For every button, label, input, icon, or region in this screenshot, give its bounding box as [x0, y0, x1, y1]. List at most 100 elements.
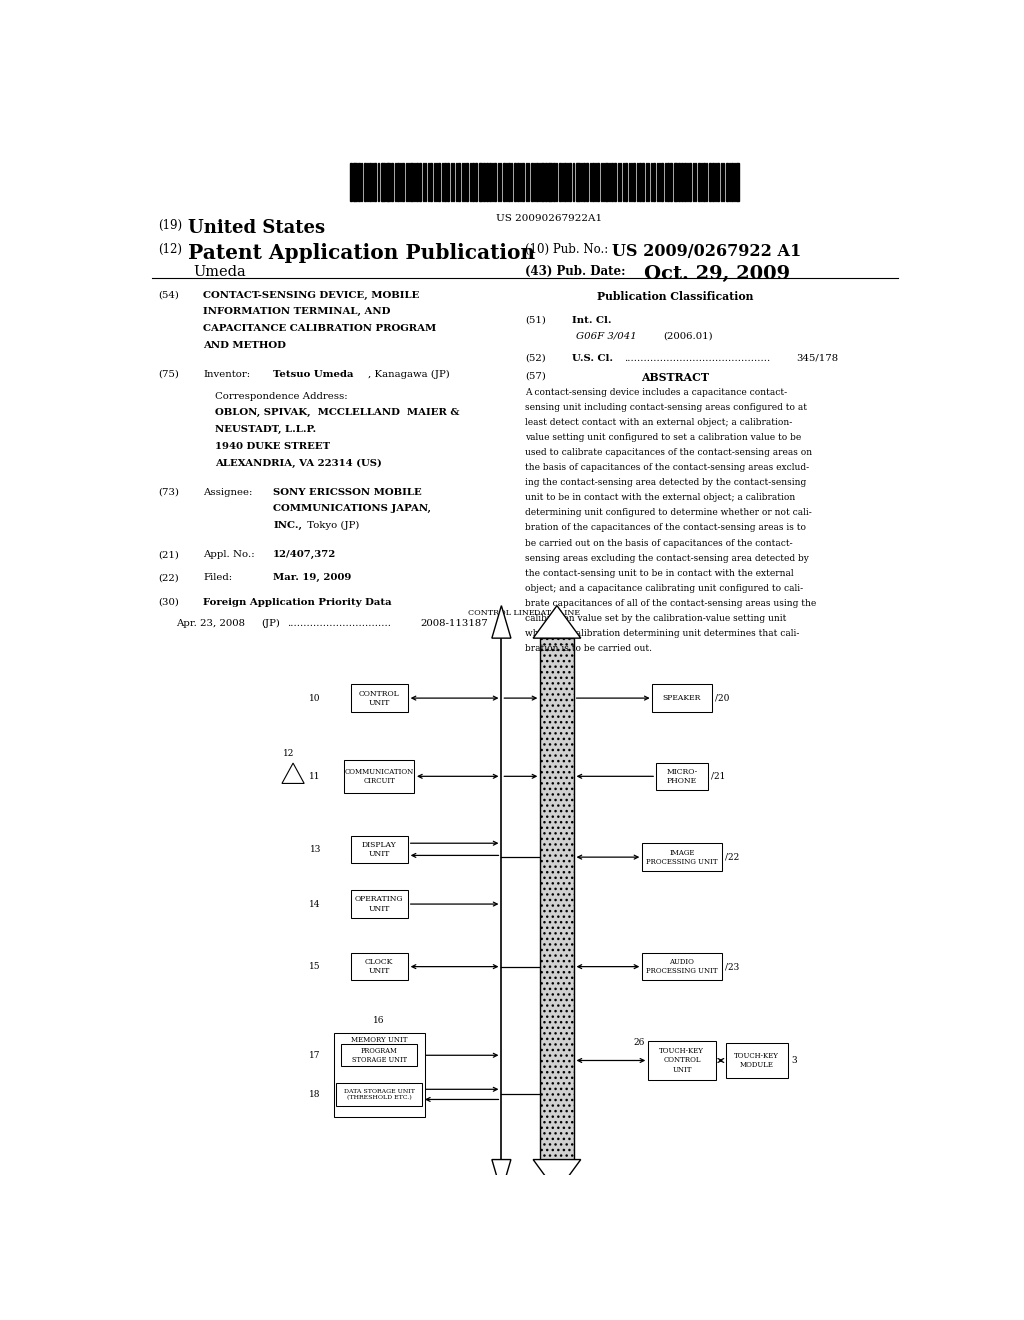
Bar — [434, 164, 435, 201]
Bar — [564, 164, 565, 201]
Text: Oct. 29, 2009: Oct. 29, 2009 — [644, 265, 790, 282]
Bar — [350, 891, 408, 917]
Text: bration of the capacitances of the contact-sensing areas is to: bration of the capacitances of the conta… — [524, 524, 806, 532]
Bar — [652, 684, 712, 711]
Bar — [660, 164, 664, 201]
Bar — [642, 843, 722, 871]
Text: 15: 15 — [309, 962, 321, 972]
Bar — [550, 164, 552, 201]
Bar — [503, 164, 505, 201]
Text: 13: 13 — [309, 845, 321, 854]
Bar — [587, 164, 589, 201]
Bar — [609, 164, 610, 201]
Text: Correspondence Address:: Correspondence Address: — [215, 392, 348, 401]
Bar — [402, 164, 404, 201]
Bar — [653, 164, 655, 201]
Polygon shape — [492, 1159, 511, 1192]
Text: Mar. 19, 2009: Mar. 19, 2009 — [273, 573, 351, 582]
Bar — [513, 164, 516, 201]
Text: CONTROL
UNIT: CONTROL UNIT — [358, 689, 399, 706]
Bar — [736, 164, 738, 201]
Bar — [723, 164, 724, 201]
Bar — [480, 164, 482, 201]
Bar — [629, 164, 630, 201]
Bar — [350, 164, 351, 201]
Bar — [592, 164, 594, 201]
Bar — [729, 164, 730, 201]
Text: (75): (75) — [158, 370, 179, 379]
Text: A contact-sensing device includes a capacitance contact-: A contact-sensing device includes a capa… — [524, 388, 786, 397]
Text: /23: /23 — [725, 962, 739, 972]
Text: (51): (51) — [524, 315, 546, 325]
Text: PROGRAM
STORAGE UNIT: PROGRAM STORAGE UNIT — [351, 1047, 407, 1064]
Bar — [451, 164, 452, 201]
Text: /21: /21 — [711, 772, 725, 781]
Bar — [336, 1084, 422, 1106]
Text: bration is to be carried out.: bration is to be carried out. — [524, 644, 652, 653]
Bar — [646, 164, 647, 201]
Text: 16: 16 — [374, 1016, 385, 1024]
Text: ................................: ................................ — [287, 619, 391, 628]
Bar — [430, 164, 432, 201]
Text: ing the contact-sensing area detected by the contact-sensing: ing the contact-sensing area detected by… — [524, 478, 806, 487]
Bar — [623, 164, 624, 201]
Bar — [713, 164, 714, 201]
Bar — [358, 164, 359, 201]
Bar — [530, 164, 532, 201]
Text: used to calibrate capacitances of the contact-sensing areas on: used to calibrate capacitances of the co… — [524, 449, 812, 457]
Bar — [656, 164, 658, 201]
Text: 11: 11 — [309, 772, 321, 781]
Bar — [417, 164, 418, 201]
Bar — [639, 164, 641, 201]
Bar — [573, 164, 574, 201]
Bar — [425, 164, 426, 201]
Text: G06F 3/041: G06F 3/041 — [577, 331, 637, 341]
Bar — [456, 164, 457, 201]
Bar — [637, 164, 638, 201]
Text: TOUCH-KEY
MODULE: TOUCH-KEY MODULE — [734, 1052, 779, 1069]
Bar — [617, 164, 618, 201]
Text: United States: United States — [187, 219, 325, 238]
Bar — [545, 164, 547, 201]
Text: Umeda: Umeda — [194, 265, 246, 279]
Bar — [717, 164, 719, 201]
Bar — [517, 164, 519, 201]
Text: 14: 14 — [309, 899, 321, 908]
Bar — [698, 164, 699, 201]
Text: DATA STORAGE UNIT
(THRESHOLD ETC.): DATA STORAGE UNIT (THRESHOLD ETC.) — [344, 1089, 415, 1100]
Text: MICRO-
PHONE: MICRO- PHONE — [667, 768, 697, 785]
Bar — [500, 164, 502, 201]
Text: /22: /22 — [725, 853, 739, 862]
Bar — [676, 164, 677, 201]
Bar — [703, 164, 706, 201]
Bar — [406, 164, 408, 201]
Bar — [559, 164, 560, 201]
Text: TOUCH-KEY
CONTROL
UNIT: TOUCH-KEY CONTROL UNIT — [659, 1047, 705, 1073]
Text: OBLON, SPIVAK,  MCCLELLAND  MAIER &: OBLON, SPIVAK, MCCLELLAND MAIER & — [215, 408, 460, 417]
Text: Filed:: Filed: — [204, 573, 232, 582]
Text: Inventor:: Inventor: — [204, 370, 251, 379]
Polygon shape — [534, 606, 581, 638]
Bar — [438, 164, 440, 201]
Polygon shape — [492, 606, 511, 638]
Bar — [508, 164, 510, 201]
Text: (21): (21) — [158, 550, 179, 560]
Bar — [475, 164, 477, 201]
Text: CONTACT-SENSING DEVICE, MOBILE: CONTACT-SENSING DEVICE, MOBILE — [204, 290, 420, 300]
Bar — [601, 164, 602, 201]
Text: value setting unit configured to set a calibration value to be: value setting unit configured to set a c… — [524, 433, 801, 442]
Bar — [667, 164, 669, 201]
Bar — [726, 164, 728, 201]
Bar — [466, 164, 468, 201]
Text: Patent Application Publication: Patent Application Publication — [187, 243, 535, 263]
Bar — [399, 164, 401, 201]
Text: MEMORY UNIT: MEMORY UNIT — [351, 1036, 408, 1044]
Bar — [360, 164, 362, 201]
Bar — [344, 759, 414, 793]
Bar — [656, 763, 708, 791]
Text: 345/178: 345/178 — [796, 354, 839, 363]
Text: , Kanagawa (JP): , Kanagawa (JP) — [368, 370, 450, 379]
Bar — [692, 164, 694, 201]
Text: Tetsuo Umeda: Tetsuo Umeda — [273, 370, 353, 379]
Bar — [489, 164, 490, 201]
